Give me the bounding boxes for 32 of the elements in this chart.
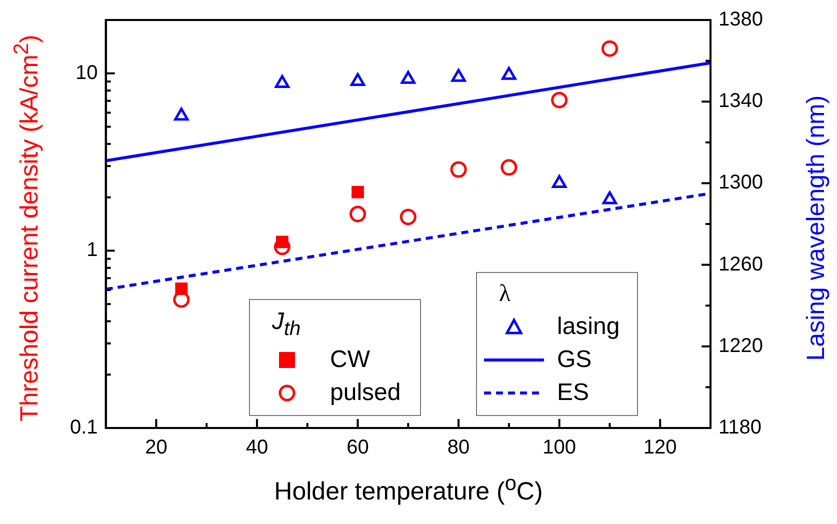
y2-tick-label: 1220 <box>718 334 764 357</box>
legend-label: lasing <box>557 312 620 340</box>
y-tick-label: 0.1 <box>70 416 98 439</box>
y2-tick-label: 1180 <box>718 416 762 439</box>
legend-label: CW <box>330 346 370 374</box>
y2-tick-label: 1300 <box>718 172 764 194</box>
x-tick-label: 120 <box>643 436 677 459</box>
x-tick-label: 80 <box>447 436 470 459</box>
y2-axis-title: Lasing wavelength (nm) <box>801 94 831 363</box>
annotation: λ <box>499 281 512 308</box>
y2-tick-label: 1260 <box>718 253 764 276</box>
y2-tick-label: 1380 <box>718 8 764 31</box>
point <box>601 40 618 57</box>
point <box>350 206 366 222</box>
point <box>500 159 518 176</box>
legend-label: GS <box>557 346 592 374</box>
y-tick-label: 1 <box>86 239 98 262</box>
point <box>450 161 467 178</box>
x-axis-title: Holder temperature ($^{o}$C) <box>273 472 544 506</box>
annotation: J$_{th}$ <box>272 308 302 341</box>
point <box>551 92 568 108</box>
point <box>175 282 188 295</box>
point <box>352 186 364 198</box>
x-tick-label: 100 <box>542 436 576 459</box>
x-tick-label: 20 <box>145 436 168 459</box>
x-tick-label: 60 <box>346 436 369 459</box>
legend-label: ES <box>557 378 590 406</box>
x-tick-label: 40 <box>246 436 268 459</box>
point <box>400 208 416 226</box>
y-tick-label: 10 <box>76 62 98 84</box>
y2-tick-label: 1340 <box>718 90 764 112</box>
legend-label: pulsed <box>330 378 401 406</box>
